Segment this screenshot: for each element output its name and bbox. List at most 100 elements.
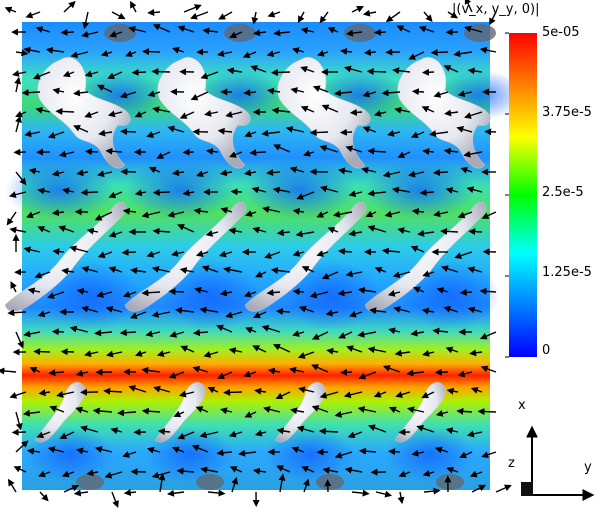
velocity-arrow — [348, 229, 363, 237]
velocity-arrow — [108, 230, 123, 238]
velocity-arrow — [321, 271, 339, 280]
velocity-arrow — [445, 427, 459, 435]
velocity-arrow — [432, 168, 449, 176]
velocity-arrow — [220, 207, 233, 214]
velocity-arrow — [391, 186, 411, 194]
velocity-arrow — [292, 250, 305, 257]
velocity-arrow — [108, 266, 123, 273]
velocity-arrow — [38, 470, 51, 478]
isosurface-lower — [34, 382, 86, 443]
velocity-arrow — [70, 51, 89, 59]
velocity-arrow — [94, 329, 113, 337]
velocity-arrow — [146, 250, 161, 258]
velocity-arrow — [47, 446, 65, 454]
velocity-arrow — [107, 110, 123, 118]
velocity-arrow — [303, 149, 315, 157]
velocity-arrow — [481, 451, 497, 459]
velocity-arrow — [468, 228, 483, 236]
velocity-arrow — [86, 469, 99, 477]
velocity-arrow — [63, 484, 80, 493]
velocity-arrow — [348, 310, 363, 318]
velocity-arrow — [406, 369, 425, 377]
velocity-arrow — [103, 387, 123, 395]
velocity-arrow — [45, 46, 65, 54]
velocity-arrow — [26, 447, 41, 455]
velocity-arrow — [52, 87, 65, 95]
velocity-arrow — [62, 187, 75, 195]
low-speed-region — [5, 160, 115, 220]
velocity-arrow — [152, 106, 171, 114]
velocity-arrow — [345, 145, 363, 153]
velocity-arrow — [58, 225, 75, 233]
velocity-arrow — [228, 430, 243, 438]
velocity-arrow — [158, 473, 166, 493]
velocity-arrow — [69, 245, 89, 253]
velocity-arrow — [466, 186, 483, 194]
velocity-arrow — [244, 130, 257, 138]
velocity-arrow — [229, 151, 243, 158]
velocity-arrow — [467, 306, 483, 314]
velocity-arrow — [422, 349, 435, 357]
velocity-arrow — [334, 89, 353, 97]
orientation-axes — [521, 425, 595, 501]
velocity-arrow — [229, 466, 243, 473]
velocity-arrow — [345, 270, 363, 278]
velocity-arrow — [365, 210, 377, 218]
velocity-arrow — [434, 446, 449, 454]
velocity-arrow — [446, 466, 459, 474]
velocity-arrow — [243, 290, 257, 298]
velocity-arrow — [346, 345, 363, 353]
velocity-arrow — [172, 169, 185, 177]
velocity-arrow — [459, 288, 473, 296]
color-legend — [505, 32, 537, 358]
velocity-arrow — [134, 350, 147, 357]
velocity-arrow — [440, 227, 459, 235]
velocity-arrow — [58, 150, 75, 158]
velocity-arrow — [142, 48, 161, 56]
velocity-arrow — [120, 128, 137, 136]
velocity-arrow — [156, 350, 171, 358]
velocity-arrow — [362, 90, 377, 98]
velocity-arrow — [176, 467, 195, 475]
velocity-arrow — [27, 287, 41, 295]
velocity-arrow — [201, 265, 219, 273]
velocity-arrow — [337, 289, 353, 297]
velocity-arrow — [271, 107, 291, 115]
velocity-arrow — [316, 250, 329, 257]
velocity-arrow — [262, 206, 281, 213]
velocity-arrow — [157, 428, 171, 436]
velocity-arrow — [104, 471, 123, 479]
velocity-arrow — [273, 144, 291, 153]
velocity-arrow — [25, 211, 41, 219]
velocity-arrow — [375, 490, 393, 498]
velocity-arrow — [228, 227, 243, 235]
velocity-arrow — [108, 191, 123, 199]
velocity-arrow — [373, 391, 387, 398]
velocity-arrow — [229, 31, 243, 39]
velocity-arrow — [326, 347, 339, 355]
velocity-arrow — [267, 10, 281, 18]
velocity-arrow — [250, 65, 267, 73]
z-axis-glyph — [521, 482, 533, 496]
velocity-arrow — [167, 210, 185, 218]
velocity-arrow — [300, 27, 315, 35]
velocity-arrow — [435, 410, 449, 417]
velocity-arrow — [105, 147, 123, 155]
velocity-arrow — [433, 91, 449, 98]
velocity-arrow — [477, 408, 497, 416]
velocity-arrow — [422, 148, 435, 155]
velocity-arrow — [489, 11, 497, 26]
velocity-arrow — [73, 89, 89, 97]
velocity-arrow — [303, 478, 310, 493]
velocity-arrow — [179, 267, 195, 274]
low-speed-region — [265, 427, 355, 483]
velocity-arrow — [96, 291, 113, 298]
velocity-arrow — [394, 106, 411, 114]
velocity-arrow — [289, 166, 305, 174]
velocity-arrow — [334, 410, 353, 418]
velocity-arrow — [408, 51, 425, 60]
velocity-arrow — [100, 50, 113, 57]
velocity-arrow — [276, 465, 291, 473]
velocity-arrow — [311, 364, 329, 373]
